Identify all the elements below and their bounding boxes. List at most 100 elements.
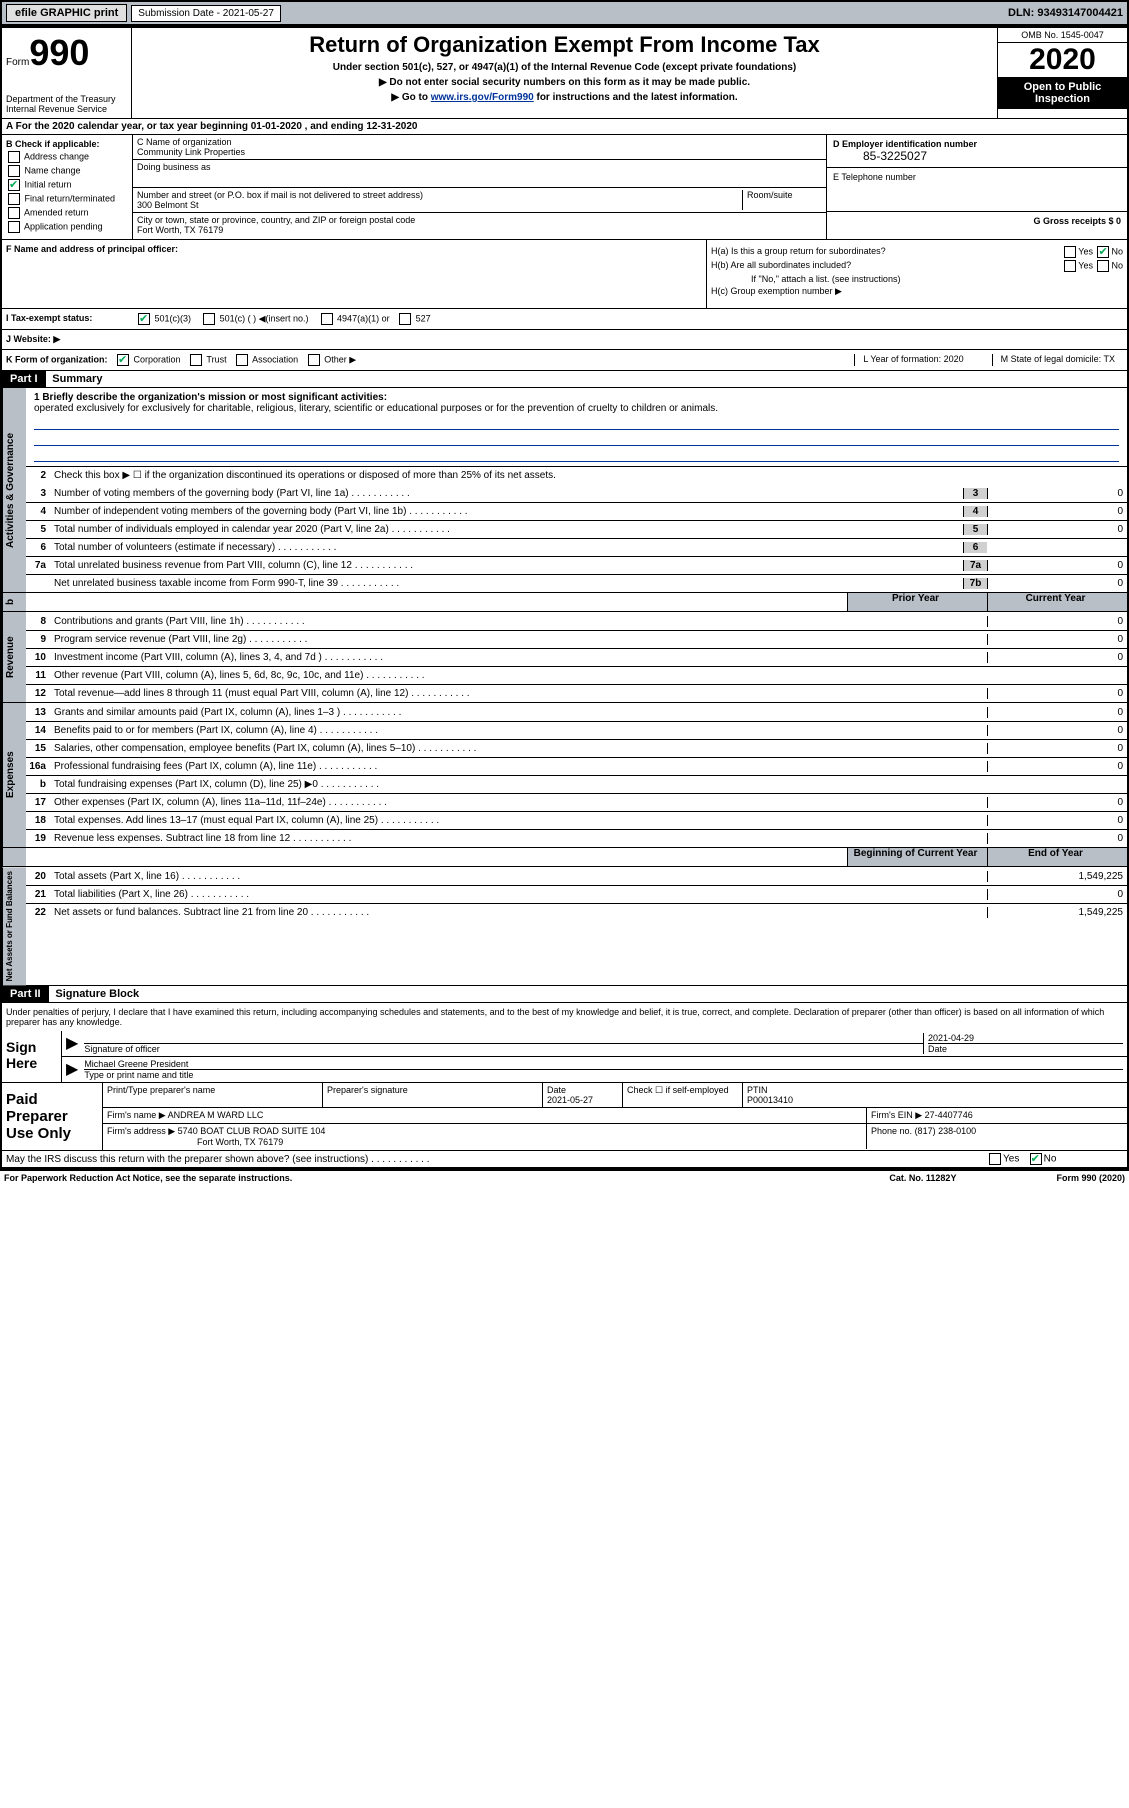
cb-pending[interactable]: Application pending bbox=[6, 221, 128, 233]
discuss-yes: Yes bbox=[1003, 1154, 1019, 1165]
room-label: Room/suite bbox=[742, 190, 822, 210]
dln-label: DLN: 93493147004421 bbox=[1008, 7, 1123, 19]
mission-text: operated exclusively for exclusively for… bbox=[34, 403, 718, 414]
discuss-line: May the IRS discuss this return with the… bbox=[2, 1151, 1127, 1169]
year-box: OMB No. 1545-0047 2020 Open to Public In… bbox=[997, 28, 1127, 118]
line-10: 10 Investment income (Part VIII, column … bbox=[26, 648, 1127, 666]
tel-label: E Telephone number bbox=[833, 172, 916, 182]
paid-preparer-section: Paid Preparer Use Only Print/Type prepar… bbox=[2, 1083, 1127, 1151]
cb-address[interactable]: Address change bbox=[6, 151, 128, 163]
subtitle: Under section 501(c), 527, or 4947(a)(1)… bbox=[136, 62, 993, 73]
line-6: 6 Total number of volunteers (estimate i… bbox=[26, 538, 1127, 556]
part1-badge: Part I bbox=[2, 371, 46, 387]
gross-label: G Gross receipts $ 0 bbox=[1033, 216, 1121, 226]
perjury-text: Under penalties of perjury, I declare th… bbox=[2, 1003, 1127, 1031]
city-value: Fort Worth, TX 76179 bbox=[137, 225, 822, 235]
line-i: I Tax-exempt status: 501(c)(3) 501(c) ( … bbox=[2, 309, 1127, 330]
tax-year: 2020 bbox=[998, 43, 1127, 77]
form-frame: Form990 Department of the Treasury Inter… bbox=[0, 26, 1129, 1171]
revenue-section: Revenue 8 Contributions and grants (Part… bbox=[2, 612, 1127, 703]
cb-name[interactable]: Name change bbox=[6, 165, 128, 177]
firm-name-cell: Firm's name ▶ ANDREA M WARD LLC bbox=[103, 1108, 867, 1123]
col-b-header: B Check if applicable: bbox=[6, 139, 100, 149]
line-8: 8 Contributions and grants (Part VIII, l… bbox=[26, 612, 1127, 630]
line-18: 18 Total expenses. Add lines 13–17 (must… bbox=[26, 811, 1127, 829]
prep-name-label: Print/Type preparer's name bbox=[103, 1083, 323, 1107]
footer-right: Form 990 (2020) bbox=[1056, 1173, 1125, 1183]
line-12: 12 Total revenue—add lines 8 through 11 … bbox=[26, 684, 1127, 702]
omb-number: OMB No. 1545-0047 bbox=[998, 28, 1127, 43]
tab-b: b bbox=[2, 593, 26, 611]
tax-exempt-label: I Tax-exempt status: bbox=[6, 313, 92, 323]
line-20: 20 Total assets (Part X, line 16) 1,549,… bbox=[26, 867, 1127, 885]
opt-other: Other ▶ bbox=[324, 354, 356, 364]
ein-row: D Employer identification number 85-3225… bbox=[827, 135, 1127, 168]
form-label: Form bbox=[6, 57, 29, 68]
line-17: 17 Other expenses (Part IX, column (A), … bbox=[26, 793, 1127, 811]
line-22: 22 Net assets or fund balances. Subtract… bbox=[26, 903, 1127, 921]
tel-row: E Telephone number bbox=[827, 168, 1127, 212]
part1-title: Summary bbox=[48, 371, 106, 387]
revenue-header-row: b Prior Year Current Year bbox=[2, 593, 1127, 612]
open-public-badge: Open to Public Inspection bbox=[998, 77, 1127, 109]
mission-label: 1 Briefly describe the organization's mi… bbox=[34, 392, 387, 403]
cb-final[interactable]: Final return/terminated bbox=[6, 193, 128, 205]
opt-501c: 501(c) ( ) ◀(insert no.) bbox=[220, 313, 309, 323]
sig-date-val: 2021-04-29 bbox=[928, 1033, 1123, 1043]
irs-link[interactable]: www.irs.gov/Form990 bbox=[431, 92, 534, 103]
sig-officer-label: Signature of officer bbox=[84, 1044, 159, 1054]
part2-badge: Part II bbox=[2, 986, 49, 1002]
title-box: Return of Organization Exempt From Incom… bbox=[132, 28, 997, 118]
sig-officer-line: ▶ Signature of officer 2021-04-29 Date bbox=[62, 1031, 1127, 1057]
footer: For Paperwork Reduction Act Notice, see … bbox=[0, 1171, 1129, 1185]
line-3: 3 Number of voting members of the govern… bbox=[26, 484, 1127, 502]
tab-net-assets: Net Assets or Fund Balances bbox=[2, 867, 26, 985]
prep-sig-label: Preparer's signature bbox=[323, 1083, 543, 1107]
footer-mid: Cat. No. 11282Y bbox=[889, 1173, 956, 1183]
firm-ein-cell: Firm's EIN ▶ 27-4407746 bbox=[867, 1108, 1127, 1123]
sig-date-label: Date bbox=[928, 1043, 1123, 1054]
part2-title: Signature Block bbox=[51, 986, 143, 1002]
col-f: F Name and address of principal officer: bbox=[2, 240, 707, 308]
part2-header-row: Part II Signature Block bbox=[2, 986, 1127, 1003]
goto-pre: ▶ Go to bbox=[391, 92, 430, 103]
col-deg: D Employer identification number 85-3225… bbox=[827, 135, 1127, 239]
addr-value: 300 Belmont St bbox=[137, 200, 742, 210]
line-9: 9 Program service revenue (Part VIII, li… bbox=[26, 630, 1127, 648]
col-c: C Name of organization Community Link Pr… bbox=[132, 135, 827, 239]
ha-text: H(a) Is this a group return for subordin… bbox=[711, 246, 1062, 258]
beginning-year-header: Beginning of Current Year bbox=[847, 848, 987, 866]
tab-expenses: Expenses bbox=[2, 703, 26, 847]
cb-amended[interactable]: Amended return bbox=[6, 207, 128, 219]
line-11: 11 Other revenue (Part VIII, column (A),… bbox=[26, 666, 1127, 684]
sign-here-section: Sign Here ▶ Signature of officer 2021-04… bbox=[2, 1031, 1127, 1083]
line-4: 4 Number of independent voting members o… bbox=[26, 502, 1127, 520]
line-j: J Website: ▶ bbox=[2, 330, 1127, 350]
form-number-box: Form990 Department of the Treasury Inter… bbox=[2, 28, 132, 118]
hb-no: No bbox=[1111, 260, 1123, 270]
ptin-cell: PTINP00013410 bbox=[743, 1083, 1127, 1107]
section-fh: F Name and address of principal officer:… bbox=[2, 240, 1127, 309]
line-19: 19 Revenue less expenses. Subtract line … bbox=[26, 829, 1127, 847]
city-row: City or town, state or province, country… bbox=[133, 213, 826, 237]
org-name: Community Link Properties bbox=[137, 147, 822, 157]
prep-date-cell: Date2021-05-27 bbox=[543, 1083, 623, 1107]
hb-row: H(b) Are all subordinates included? Yes … bbox=[711, 260, 1123, 272]
hb-note: If "No," attach a list. (see instruction… bbox=[711, 274, 1123, 284]
self-emp-cell: Check ☐ if self-employed bbox=[623, 1083, 743, 1107]
col-h: H(a) Is this a group return for subordin… bbox=[707, 240, 1127, 308]
discuss-text: May the IRS discuss this return with the… bbox=[2, 1152, 987, 1167]
efile-button[interactable]: efile GRAPHIC print bbox=[6, 4, 127, 22]
opt-527: 527 bbox=[416, 313, 431, 323]
year-formation: L Year of formation: 2020 bbox=[854, 354, 971, 366]
cb-initial[interactable]: Initial return bbox=[6, 179, 128, 191]
discuss-no: No bbox=[1044, 1154, 1057, 1165]
org-name-row: C Name of organization Community Link Pr… bbox=[133, 135, 826, 160]
website-label: J Website: ▶ bbox=[6, 334, 60, 345]
phone-cell: Phone no. (817) 238-0100 bbox=[867, 1124, 1127, 1149]
line-a: A For the 2020 calendar year, or tax yea… bbox=[2, 119, 1127, 135]
tab-na-spacer bbox=[2, 848, 26, 866]
footer-left: For Paperwork Reduction Act Notice, see … bbox=[4, 1173, 292, 1183]
addr-row: Number and street (or P.O. box if mail i… bbox=[133, 188, 826, 213]
dba-row: Doing business as bbox=[133, 160, 826, 188]
